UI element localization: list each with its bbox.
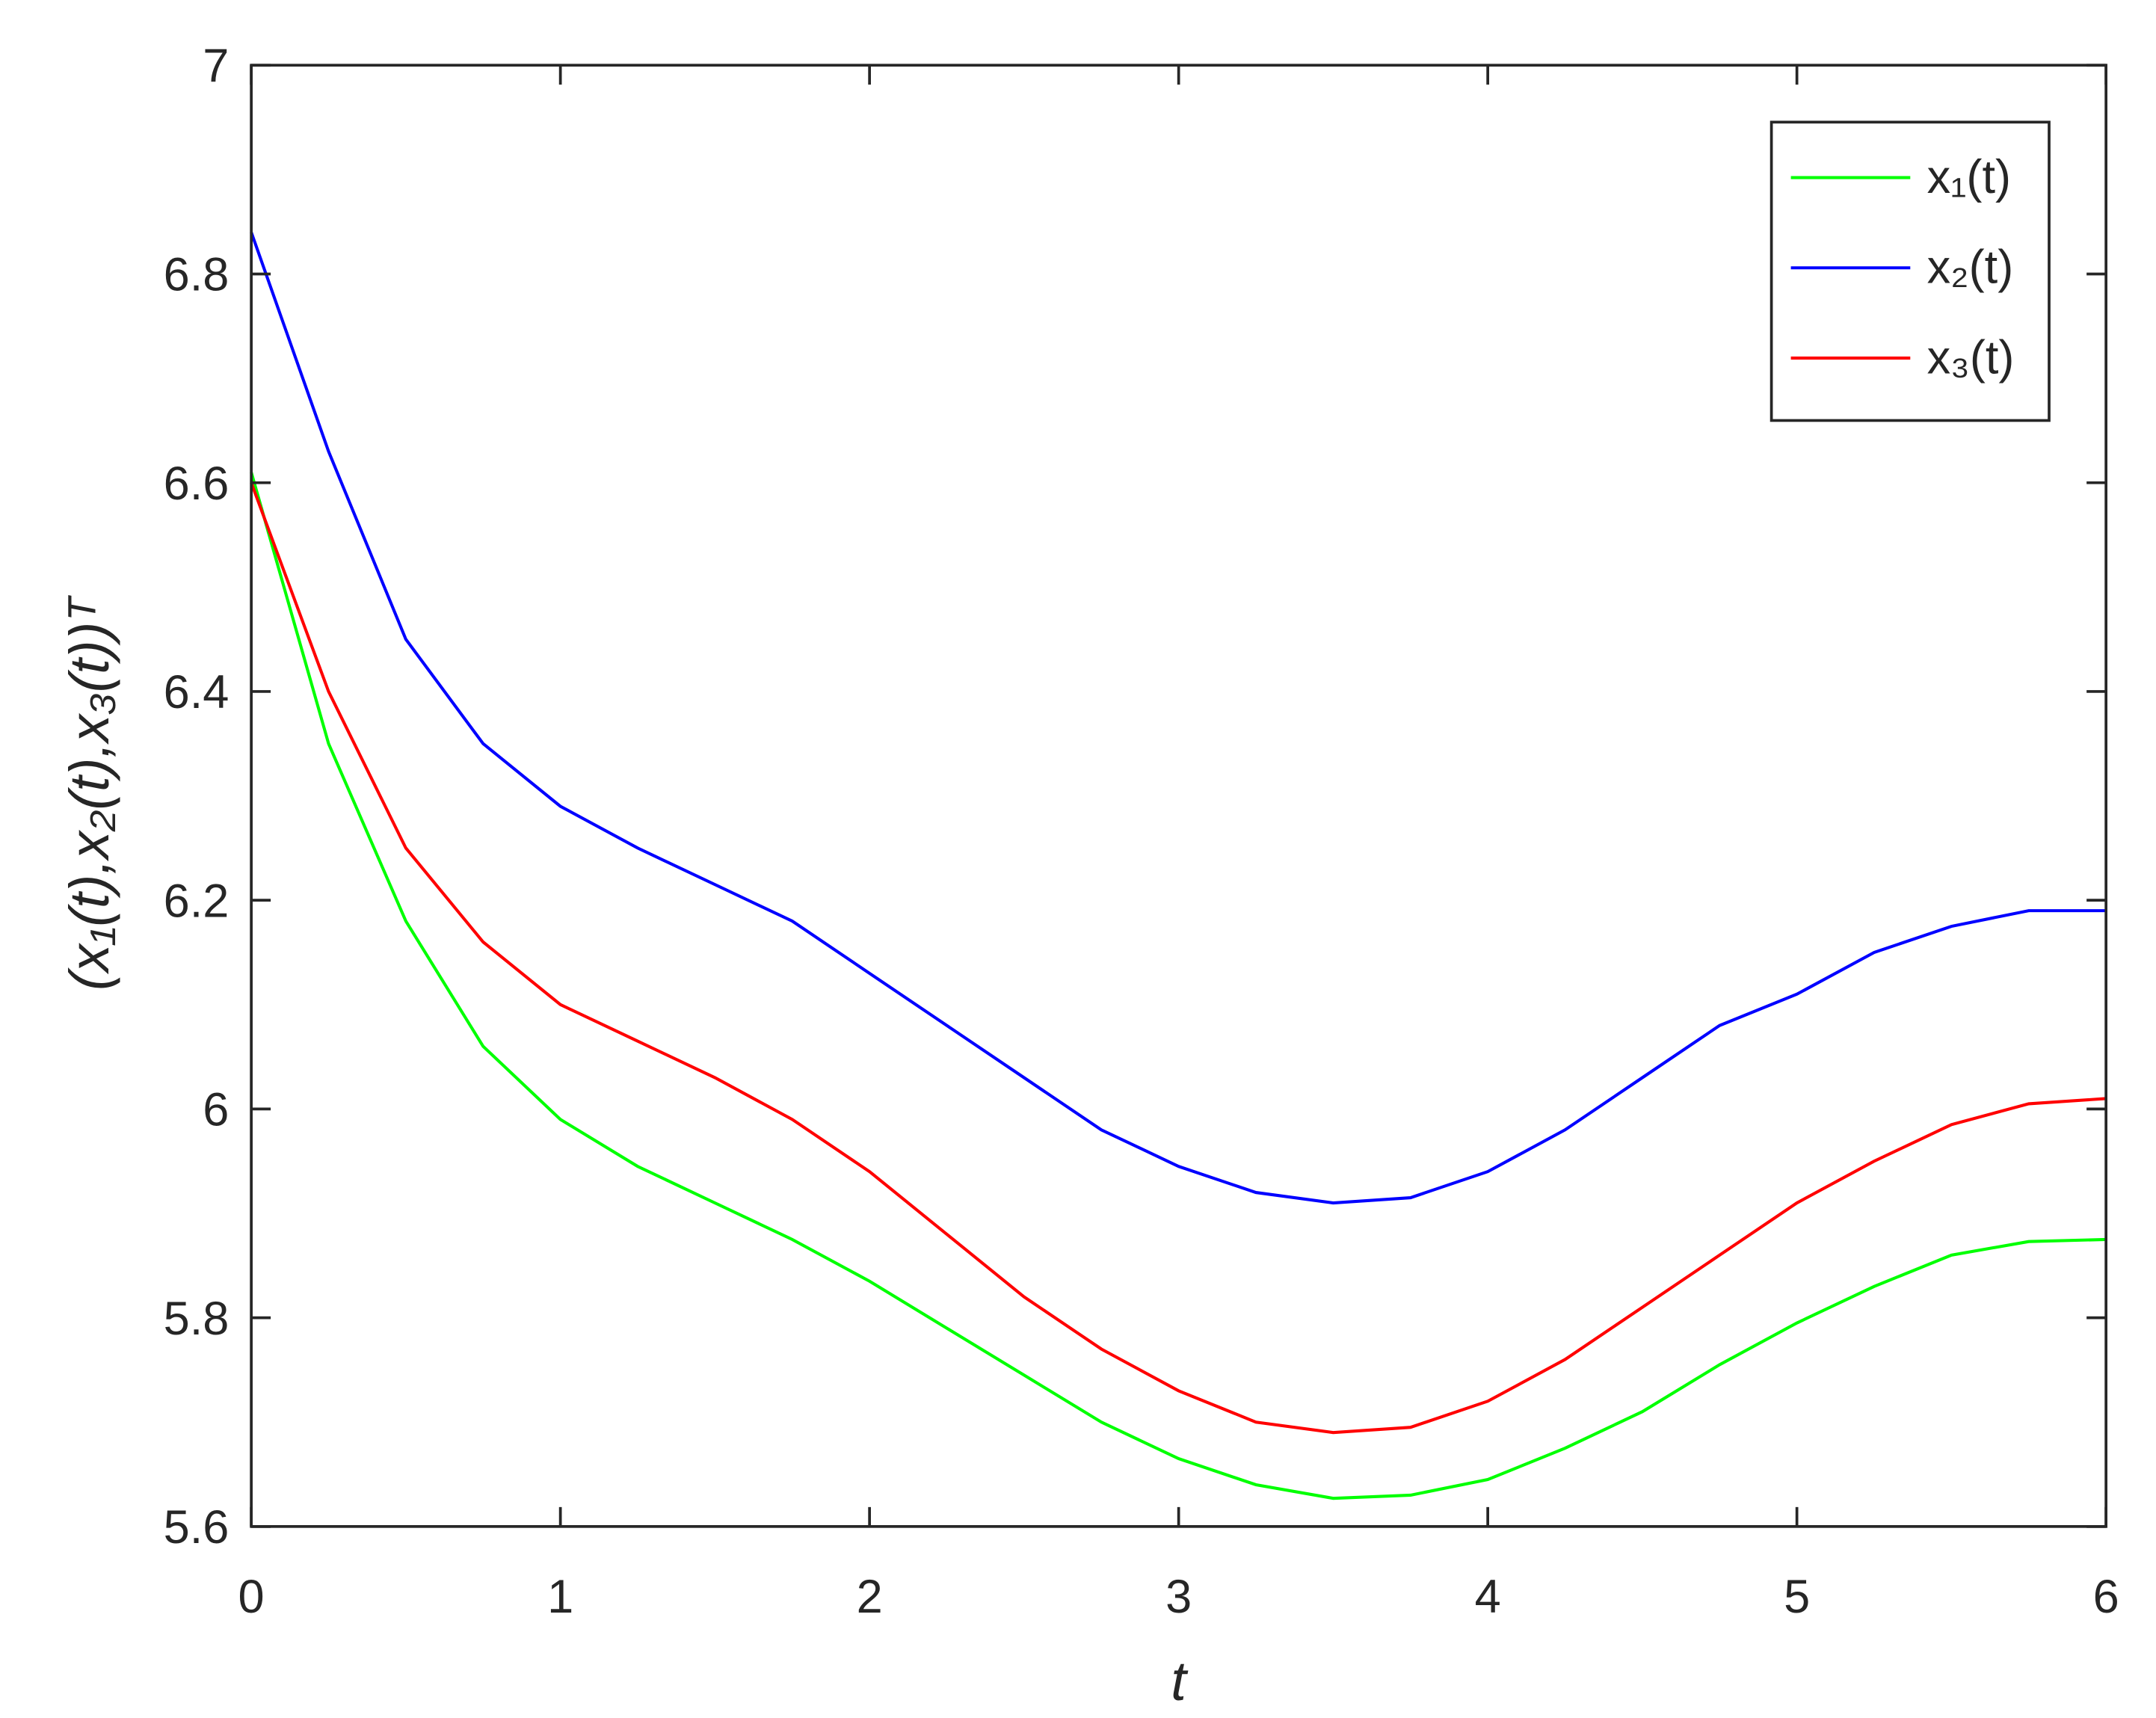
- legend-box: [1770, 120, 2051, 422]
- x-tick-label: 0: [238, 1571, 265, 1623]
- x-tick-label: 6: [2093, 1571, 2119, 1623]
- series-line: [250, 481, 2107, 1435]
- y-tick-label: 6.6: [164, 458, 230, 510]
- legend-label: x₃(t): [1927, 331, 2015, 384]
- y-tick-label: 6.2: [164, 875, 230, 927]
- x-tick-label: 1: [547, 1571, 573, 1623]
- y-tick-label: 6: [203, 1084, 229, 1136]
- x-tick-label: 4: [1475, 1571, 1501, 1623]
- x-tick-label: 3: [1165, 1571, 1192, 1623]
- y-tick-label: 5.8: [164, 1293, 230, 1345]
- series-line: [250, 231, 2107, 1205]
- y-tick-label: 6.4: [164, 666, 230, 718]
- series-line: [250, 472, 2107, 1500]
- legend-label: x₂(t): [1927, 241, 2014, 294]
- x-tick-label: 2: [857, 1571, 883, 1623]
- x-tick-label: 5: [1784, 1571, 1810, 1623]
- x-axis-label: t: [1171, 1650, 1189, 1712]
- y-axis-label: (x₁(t),x₂(t),x₃(t))ᵀ: [58, 595, 120, 991]
- y-tick-label: 5.6: [164, 1501, 230, 1554]
- y-tick-label: 7: [203, 40, 229, 93]
- y-tick-label: 6.8: [164, 249, 230, 301]
- legend-label: x₁(t): [1927, 151, 2011, 203]
